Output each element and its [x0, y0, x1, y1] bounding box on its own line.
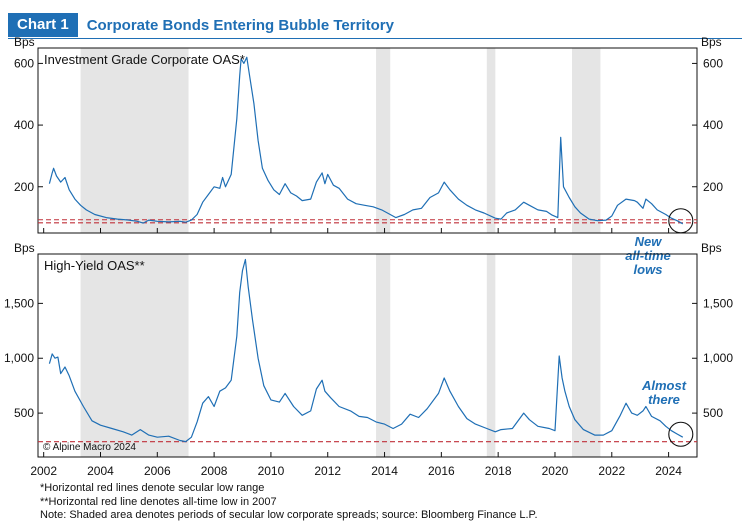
- ytick-label-right-ig: 200: [703, 180, 723, 194]
- series-line-ig: [48, 56, 684, 225]
- ytick-label-left-ig: 600: [14, 56, 34, 70]
- ytick-label-left-hy: 500: [14, 406, 34, 420]
- shaded-period-ig-1: [376, 48, 391, 233]
- plot-frame-hy: [37, 253, 698, 458]
- annotation-hy-line-1: there: [648, 392, 680, 407]
- yaxis-unit-right-hy: Bps: [701, 241, 722, 255]
- xtick-label: 2010: [258, 464, 285, 478]
- xtick-label: 2004: [87, 464, 114, 478]
- yaxis-unit-left-ig: Bps: [14, 35, 35, 49]
- ytick-label-left-hy: 1,500: [4, 296, 34, 310]
- header-rule: [8, 38, 742, 39]
- xtick-label: 2002: [30, 464, 57, 478]
- panel-title-hy: High-Yield OAS**: [44, 258, 145, 273]
- xtick-label: 2018: [485, 464, 512, 478]
- shaded-period-hy-1: [376, 254, 391, 457]
- xtick-label: 2020: [542, 464, 569, 478]
- ytick-label-right-hy: 1,000: [703, 351, 733, 365]
- panel-title-ig: Investment Grade Corporate OAS*: [44, 52, 245, 67]
- ytick-label-left-hy: 1,000: [4, 351, 34, 365]
- shaded-period-ig-2: [486, 48, 496, 233]
- chart-number-badge: Chart 1: [8, 13, 78, 37]
- xtick-label: 2024: [655, 464, 682, 478]
- annotation-ig-line-2: lows: [634, 262, 663, 277]
- panel-ig: 200 200 400 400 600 600 Bps Bps Investment Grade…: [14, 35, 723, 277]
- ytick-label-right-hy: 500: [703, 406, 723, 420]
- footnotes: *Horizontal red lines denote secular low…: [40, 482, 538, 523]
- ytick-label-left-ig: 200: [14, 180, 34, 194]
- ytick-label-left-ig: 400: [14, 118, 34, 132]
- xtick-label: 2008: [201, 464, 228, 478]
- xtick-label: 2014: [371, 464, 398, 478]
- ytick-label-right-ig: 400: [703, 118, 723, 132]
- plot-frame-ig: [37, 47, 698, 234]
- shaded-period-hy-2: [486, 254, 496, 457]
- xtick-label: 2022: [598, 464, 625, 478]
- annotation-ig-line-1: all-time: [625, 248, 671, 263]
- series-line-hy: [48, 258, 684, 443]
- ytick-label-right-ig: 600: [703, 56, 723, 70]
- xtick-label: 2012: [314, 464, 341, 478]
- copyright-label: © Alpine Macro 2024: [43, 442, 136, 453]
- annotation-ig-line-0: New: [635, 234, 663, 249]
- shaded-period-ig-0: [80, 48, 189, 233]
- chart-title: Corporate Bonds Entering Bubble Territor…: [86, 16, 394, 34]
- chart-header: Chart 1 Corporate Bonds Entering Bubble …: [8, 13, 394, 37]
- footnote-note: Note: Shaded area denotes periods of sec…: [40, 509, 538, 521]
- ytick-label-right-hy: 1,500: [703, 296, 733, 310]
- annotation-hy-line-0: Almost: [641, 378, 687, 393]
- shaded-period-hy-0: [80, 254, 189, 457]
- latest-value-circle-ig: [668, 208, 694, 234]
- yaxis-unit-left-hy: Bps: [14, 241, 35, 255]
- latest-value-circle-hy: [668, 421, 694, 447]
- xtick-label: 2016: [428, 464, 455, 478]
- shaded-period-hy-3: [572, 254, 601, 457]
- xtick-label: 2006: [144, 464, 171, 478]
- footnote-ig: *Horizontal red lines denote secular low…: [40, 482, 265, 494]
- yaxis-unit-right-ig: Bps: [701, 35, 722, 49]
- panel-hy: 500 500 1,000 1,000 1,500 1,500 Bps Bps 2002 2004…: [4, 241, 733, 478]
- shaded-period-ig-3: [572, 48, 601, 233]
- footnote-hy: **Horizontal red line denotes all-time l…: [40, 495, 277, 508]
